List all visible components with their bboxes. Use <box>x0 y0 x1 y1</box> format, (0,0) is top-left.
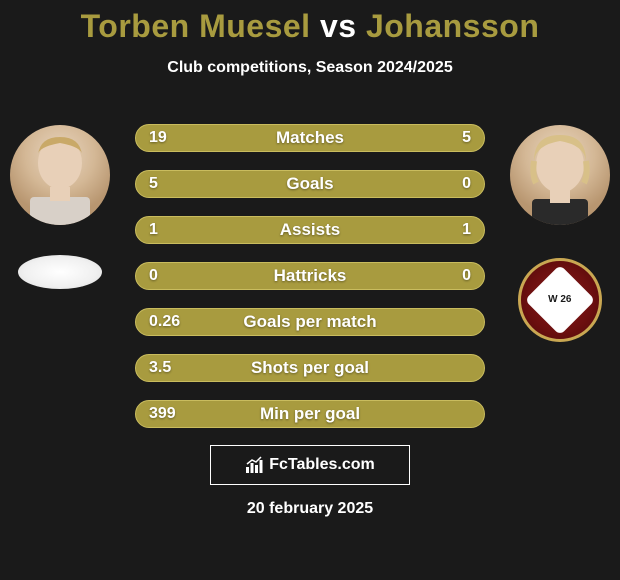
stat-label: Goals <box>135 166 485 202</box>
player2-name: Johansson <box>366 8 539 44</box>
stat-value-right: 0 <box>462 166 471 202</box>
stat-label: Matches <box>135 120 485 156</box>
stat-row: 1Assists1 <box>135 212 485 248</box>
stat-label: Min per goal <box>135 396 485 432</box>
competition-subtitle: Club competitions, Season 2024/2025 <box>0 59 620 77</box>
stat-value-right: 0 <box>462 258 471 294</box>
club-badge-icon: W 26 <box>518 258 602 342</box>
chart-icon <box>245 456 263 474</box>
stat-label: Assists <box>135 212 485 248</box>
player2-club-logo: W 26 <box>518 258 602 342</box>
stat-label: Hattricks <box>135 258 485 294</box>
comparison-card: Torben Muesel vs Johansson Club competit… <box>0 0 620 580</box>
vs-text: vs <box>320 8 357 44</box>
branding-box[interactable]: FcTables.com <box>210 445 410 485</box>
stat-row: 0.26Goals per match <box>135 304 485 340</box>
player2-avatar <box>510 125 610 225</box>
avatar-placeholder-icon <box>510 125 610 225</box>
comparison-date: 20 february 2025 <box>0 500 620 518</box>
stat-row: 19Matches5 <box>135 120 485 156</box>
badge-text: W 26 <box>548 295 571 305</box>
stat-row: 5Goals0 <box>135 166 485 202</box>
stat-value-right: 1 <box>462 212 471 248</box>
stat-row: 399Min per goal <box>135 396 485 432</box>
stat-value-right: 5 <box>462 120 471 156</box>
stats-list: 19Matches55Goals01Assists10Hattricks00.2… <box>135 120 485 442</box>
stat-row: 3.5Shots per goal <box>135 350 485 386</box>
stat-label: Shots per goal <box>135 350 485 386</box>
avatar-placeholder-icon <box>10 125 110 225</box>
stat-row: 0Hattricks0 <box>135 258 485 294</box>
branding-text: FcTables.com <box>269 456 375 474</box>
player1-name: Torben Muesel <box>81 8 311 44</box>
comparison-title: Torben Muesel vs Johansson <box>0 8 620 45</box>
stat-label: Goals per match <box>135 304 485 340</box>
club-logo-placeholder-icon <box>18 255 102 289</box>
player1-club-logo <box>18 230 102 314</box>
player1-avatar <box>10 125 110 225</box>
